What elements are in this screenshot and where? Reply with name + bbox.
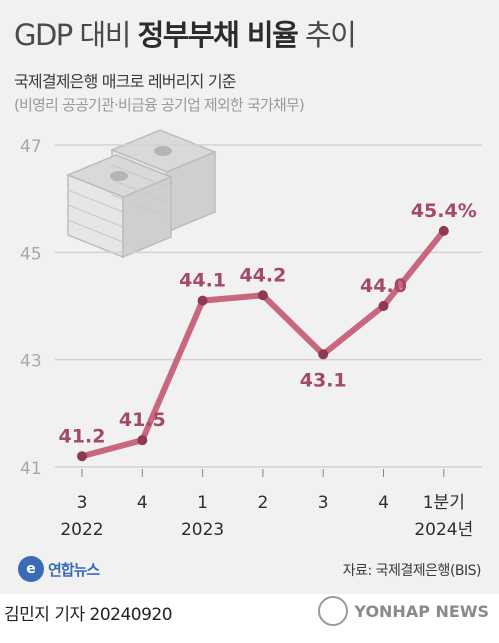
- data-point: [378, 301, 389, 311]
- x-axis: 3 4 1 2 3 4 1분기 2022 2023 2024년: [60, 469, 473, 540]
- chart-grid: [55, 144, 482, 468]
- chart-subtitle: 국제결제은행 매크로 레버리지 기준: [14, 72, 236, 91]
- y-tick-label: 47: [20, 137, 42, 157]
- x-tick-label: 2: [257, 493, 268, 513]
- x-tick-label: 3: [318, 493, 329, 513]
- x-year-label: 2024년: [414, 520, 473, 540]
- title-bold-part: 정부부채 비율: [137, 18, 299, 52]
- data-point: [438, 225, 449, 236]
- title-part-1: GDP 대비: [14, 18, 138, 52]
- data-label: 41.2: [59, 425, 106, 447]
- data-point: [197, 295, 208, 306]
- x-year-label: 2022: [60, 520, 103, 540]
- series-line: 41.2 41.5 44.1 44.2 43.1 44.0 45.4%: [59, 200, 477, 462]
- chart-title: GDP 대비 정부부채 비율 추이: [14, 12, 357, 54]
- y-tick-label: 41: [20, 459, 42, 479]
- source-note: 자료: 국제결제은행(BIS): [342, 563, 482, 579]
- watermark-text: YONHAP NEWS: [354, 601, 489, 621]
- x-year-label: 2023: [181, 520, 224, 540]
- x-tick-label: 4: [378, 493, 389, 513]
- y-axis: 41 43 45 47: [20, 137, 42, 479]
- data-point: [318, 349, 329, 360]
- data-point: [77, 451, 87, 462]
- logo-text: 연합뉴스: [48, 560, 100, 579]
- money-stack-icon: [66, 129, 217, 259]
- data-label: 44.1: [179, 270, 226, 292]
- byline: 김민지 기자 20240920: [4, 605, 173, 625]
- data-label: 45.4%: [411, 200, 477, 222]
- y-tick-label: 43: [20, 352, 42, 372]
- data-point: [257, 290, 268, 301]
- x-tick-label: 3: [77, 493, 88, 513]
- yonhap-logo: e 연합뉴스: [18, 554, 100, 584]
- data-label: 44.2: [239, 264, 286, 286]
- watermark: YONHAP NEWS: [318, 596, 489, 626]
- data-label: 43.1: [300, 369, 347, 391]
- y-tick-label: 45: [20, 244, 42, 264]
- yonhap-logo-icon: e: [18, 556, 44, 582]
- watermark-logo-icon: [318, 596, 349, 626]
- chart-subtitle-note: (비영리 공공기관·비금융 공기업 제외한 국가채무): [14, 96, 305, 114]
- title-part-2: 추이: [297, 18, 357, 52]
- data-label: 41.5: [119, 409, 166, 431]
- data-label: 44.0: [360, 275, 407, 297]
- x-tick-label: 4: [137, 493, 148, 513]
- x-tick-label: 1: [197, 493, 208, 513]
- x-tick-label: 1분기: [423, 493, 465, 513]
- data-point: [137, 435, 148, 446]
